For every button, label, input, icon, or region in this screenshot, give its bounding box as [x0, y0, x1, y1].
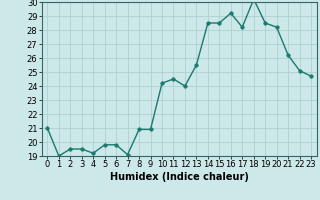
X-axis label: Humidex (Indice chaleur): Humidex (Indice chaleur): [110, 172, 249, 182]
